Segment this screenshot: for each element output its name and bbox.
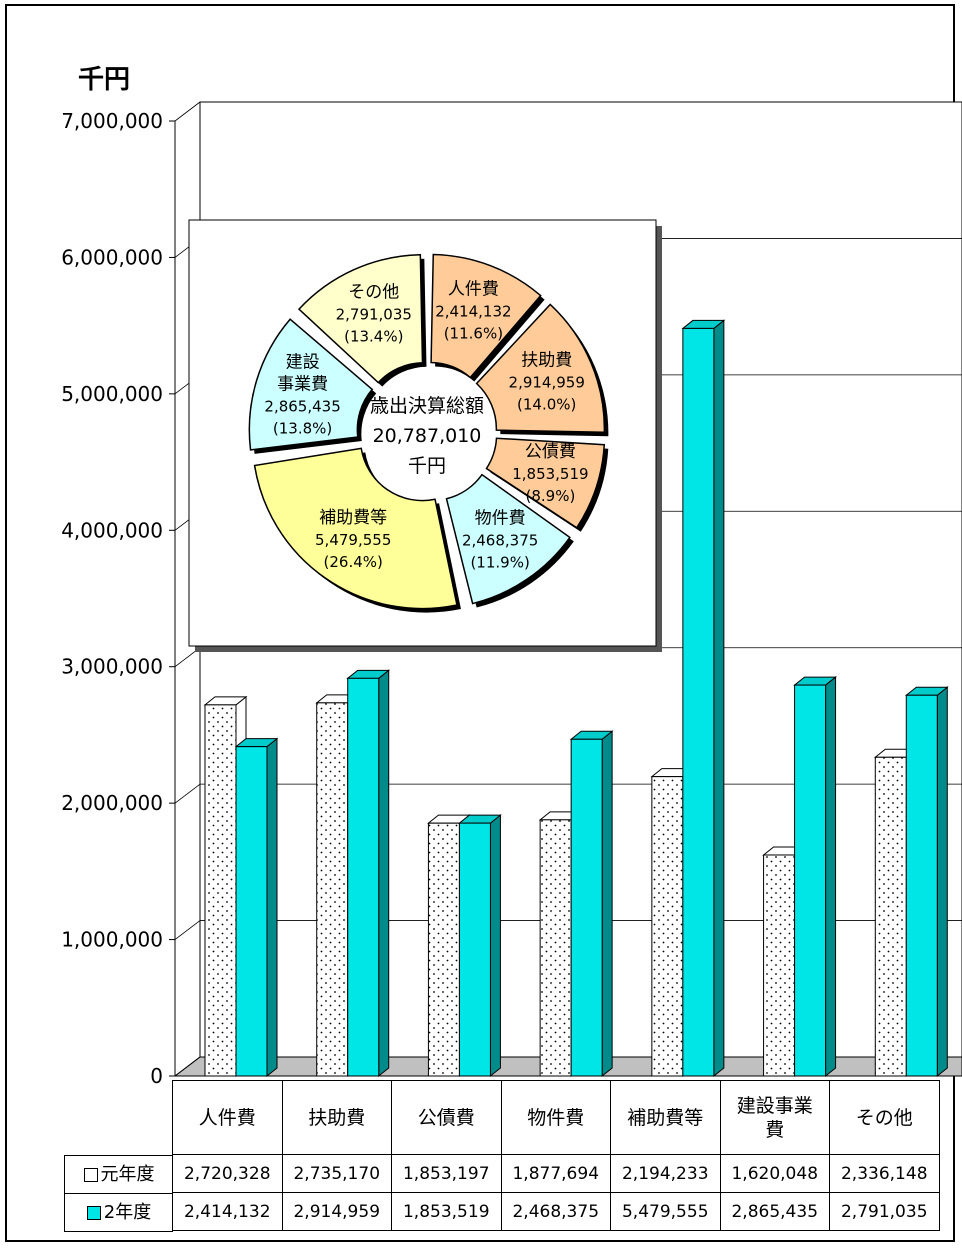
pie-slice-pct: (13.4%) [344,327,403,345]
bar-front [875,757,906,1076]
y-tick-label: 5,000,000 [61,382,163,406]
pie-slice-value: 2,914,959 [509,373,585,391]
pie-slice-value: 2,865,435 [264,397,340,415]
bar-6-1 [906,687,947,1076]
pie-slice-name: 事業費 [277,374,328,394]
legend-swatch [87,1206,101,1220]
table-cell: 1,853,197 [392,1155,502,1193]
table-cell: 2,414,132 [173,1193,283,1231]
bar-side [490,815,500,1076]
table-col-header: 補助費等 [611,1081,721,1155]
pie-slice-value: 5,479,555 [315,531,391,549]
bar-front [348,678,379,1076]
table-cell: 5,479,555 [611,1193,721,1231]
pie-slice-name: その他 [348,282,399,302]
pie-slice-value: 1,853,519 [512,465,588,483]
pie-center-label: 千円 [408,455,446,477]
data-table: 人件費 扶助費 公債費 物件費 補助費等 建設事業費その他 元年度 2,720,328 2,7… [172,1080,940,1231]
table-col-header: 建設事業費 [720,1081,830,1155]
bar-0-1 [236,739,277,1076]
pie-slice-pct: (11.9%) [470,553,529,571]
table-cell: 2,720,328 [173,1155,283,1193]
pie-center-label: 歳出決算総額 [370,395,484,417]
y-tick-label: 1,000,000 [61,928,163,952]
pie-slice-name: 建設 [286,352,320,372]
table-col-header: 物件費 [501,1081,611,1155]
bar-side [602,731,612,1076]
table-row-series-0: 元年度 2,720,328 2,735,170 1,853,197 1,877,694 2… [172,1155,939,1193]
bar-front [540,820,571,1076]
table-col-header: 人件費 [173,1081,283,1155]
table-cell: 1,877,694 [501,1155,611,1193]
table-cell: 2,865,435 [720,1193,830,1231]
y-tick-label: 6,000,000 [61,245,163,269]
table-header-row: 人件費 扶助費 公債費 物件費 補助費等 建設事業費その他 [172,1081,939,1155]
bar-5-1 [795,677,836,1076]
table-series-label: 2年度 [64,1193,173,1232]
table-col-header: 公債費 [392,1081,502,1155]
bar-front [795,685,826,1076]
pie-slice-pct: (14.0%) [517,395,576,413]
bar-front [428,823,459,1076]
table-col-header: 扶助費 [282,1081,392,1155]
pie-slice-name: 人件費 [448,280,499,300]
pie-chart-inset: 人件費 2,414,132 (11.6%) 扶助費 2,914,959 (14.0%) 公債… [189,220,662,652]
bar-front [764,855,795,1076]
y-axis-unit-label: 千円 [78,65,130,95]
bar-front [459,823,490,1076]
bar-front [652,777,683,1076]
table-row-series-1: 2年度 2,414,132 2,914,959 1,853,519 2,468,375 5… [172,1193,939,1231]
bar-2-1 [459,815,500,1076]
table-cell: 2,194,233 [611,1155,721,1193]
pie-slice-pct: (11.6%) [444,325,503,343]
pie-center-label: 20,787,010 [373,425,482,447]
bar-front [205,705,236,1076]
bar-side [826,677,836,1076]
pie-slice-value: 2,791,035 [336,305,412,323]
y-tick-label: 4,000,000 [61,518,163,542]
pie-slice-name: 公債費 [525,442,576,462]
y-tick-label: 2,000,000 [61,791,163,815]
pie-slice-name: 物件費 [475,508,526,528]
gridline-depth [175,102,200,121]
gridline-depth [175,921,200,940]
bar-front [571,739,602,1076]
bar-3-1 [571,731,612,1076]
pie-slice-name: 扶助費 [521,350,572,370]
bar-side [379,670,389,1076]
bar-side [267,739,277,1076]
table-cell: 1,620,048 [720,1155,830,1193]
table-col-header: その他 [830,1081,940,1155]
pie-slice-value: 2,414,132 [435,303,511,321]
legend-swatch [84,1168,98,1182]
table-cell: 2,735,170 [282,1155,392,1193]
bar-side [714,320,724,1076]
gridline-depth [175,784,200,803]
y-tick-label: 0 [150,1064,163,1088]
pie-slice-name: 補助費等 [319,508,387,528]
table-series-label: 元年度 [64,1155,173,1194]
bar-4-1 [683,320,724,1076]
bar-front [317,703,348,1076]
y-tick-label: 3,000,000 [61,655,163,679]
bar-front [906,695,937,1076]
table-cell: 2,914,959 [282,1193,392,1231]
bar-front [236,747,267,1076]
table-cell: 2,791,035 [830,1193,940,1231]
pie-slice-value: 2,468,375 [462,531,538,549]
pie-slice-pct: (13.8%) [273,419,332,437]
bar-1-1 [348,670,389,1076]
table-cell: 2,468,375 [501,1193,611,1231]
bar-side [937,687,947,1076]
y-tick-label: 7,000,000 [61,109,163,133]
table-cell: 1,853,519 [392,1193,502,1231]
bar-front [683,328,714,1076]
table-cell: 2,336,148 [830,1155,940,1193]
pie-slice-pct: (26.4%) [324,553,383,571]
pie-slice-pct: (8.9%) [525,487,575,505]
